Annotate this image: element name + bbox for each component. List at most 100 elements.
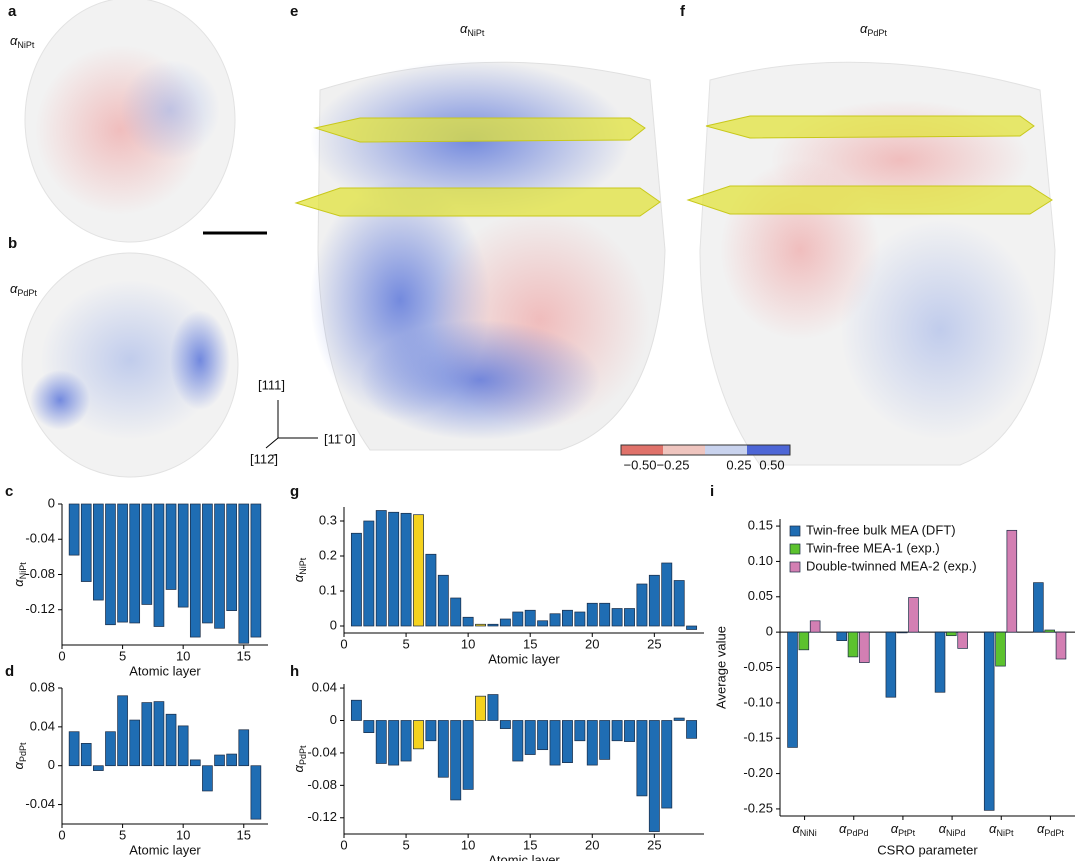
x-tick-label: 0 bbox=[340, 837, 347, 852]
bar bbox=[686, 625, 698, 630]
x-tick-label: 15 bbox=[523, 636, 537, 651]
bar bbox=[80, 503, 92, 582]
bar bbox=[375, 720, 387, 764]
legend-label: Twin-free bulk MEA (DFT) bbox=[806, 522, 956, 537]
x-tick-label: 10 bbox=[461, 636, 475, 651]
blob bbox=[360, 320, 600, 440]
bar bbox=[599, 602, 611, 627]
x-tick-label: 10 bbox=[461, 837, 475, 852]
subscript: NiPd bbox=[946, 828, 966, 838]
x-tick-label: αNiPt bbox=[989, 821, 1014, 838]
bar bbox=[177, 503, 189, 608]
x-tick-label: 10 bbox=[176, 827, 190, 842]
y-axis-label: αPdPt bbox=[291, 745, 308, 772]
x-tick-label: 15 bbox=[237, 827, 251, 842]
colorbar-tick-label: 0.25 bbox=[726, 457, 751, 472]
image-label: αNiPt bbox=[460, 21, 485, 38]
symbol: α bbox=[839, 821, 847, 836]
y-tick-label: -0.08 bbox=[307, 777, 337, 792]
subscript: PtPt bbox=[898, 828, 916, 838]
colorbar-segment bbox=[705, 445, 747, 455]
panel-letter: a bbox=[8, 3, 17, 20]
bar bbox=[177, 725, 189, 767]
y-tick-label: 0.10 bbox=[748, 553, 773, 568]
y-tick-label: 0.3 bbox=[319, 512, 337, 527]
symbol: α bbox=[460, 21, 468, 36]
bar bbox=[129, 719, 141, 767]
bar bbox=[908, 597, 919, 633]
bar bbox=[611, 720, 623, 742]
subscript: PdPt bbox=[298, 745, 308, 765]
blob bbox=[120, 60, 220, 160]
x-tick-label: 0 bbox=[58, 648, 65, 663]
bar bbox=[450, 720, 462, 801]
subscript: NiPt bbox=[467, 28, 485, 38]
bar bbox=[549, 720, 561, 766]
bar bbox=[524, 609, 536, 627]
bar bbox=[537, 620, 549, 627]
x-tick-label: 20 bbox=[585, 837, 599, 852]
bar bbox=[836, 631, 847, 641]
bar bbox=[68, 503, 80, 556]
panel-letter: i bbox=[710, 483, 714, 500]
x-tick-label: 25 bbox=[647, 837, 661, 852]
bar bbox=[636, 720, 648, 797]
y-tick-label: 0 bbox=[330, 712, 337, 727]
bar bbox=[798, 631, 810, 651]
subscript: PdPt bbox=[17, 288, 37, 298]
bar bbox=[202, 765, 213, 792]
x-tick-label: 5 bbox=[402, 636, 409, 651]
y-tick-label: -0.15 bbox=[743, 730, 773, 745]
bar bbox=[512, 720, 524, 762]
legend-swatch bbox=[789, 561, 801, 573]
bar bbox=[363, 720, 375, 733]
bar bbox=[896, 631, 908, 634]
y-tick-label: 0.04 bbox=[312, 679, 337, 694]
bar bbox=[1055, 631, 1067, 660]
bar bbox=[624, 720, 635, 742]
bar bbox=[611, 608, 623, 627]
bar bbox=[562, 609, 573, 627]
colorbar-segment bbox=[747, 445, 790, 455]
bar bbox=[214, 503, 225, 629]
bar bbox=[425, 720, 437, 742]
x-tick-label: αNiPd bbox=[939, 821, 966, 838]
bar bbox=[165, 503, 177, 590]
y-tick-label: -0.08 bbox=[25, 566, 55, 581]
bar bbox=[400, 512, 412, 627]
legend-label: Twin-free MEA-1 (exp.) bbox=[806, 540, 940, 555]
bar bbox=[661, 562, 673, 627]
bar bbox=[1006, 529, 1018, 633]
symbol: α bbox=[860, 21, 868, 36]
bar bbox=[475, 623, 486, 627]
y-tick-label: 0.04 bbox=[30, 718, 55, 733]
y-tick-label: -0.20 bbox=[743, 765, 773, 780]
x-axis-label: Atomic layer bbox=[129, 842, 201, 857]
colorbar-segment bbox=[663, 445, 705, 455]
panel-letter: d bbox=[5, 663, 14, 680]
y-tick-label: 0.15 bbox=[748, 518, 773, 533]
image-label: αNiPt bbox=[10, 33, 35, 50]
y-tick-label: -0.10 bbox=[743, 694, 773, 709]
y-tick-label: -0.04 bbox=[25, 796, 55, 811]
colorbar-tick-label: −0.50 bbox=[624, 457, 657, 472]
bar bbox=[425, 553, 437, 627]
panel-letter: g bbox=[290, 483, 299, 500]
blob bbox=[840, 220, 1040, 440]
panel-letter: e bbox=[290, 3, 298, 20]
subscript: NiPt bbox=[996, 828, 1014, 838]
x-axis-label: Atomic layer bbox=[488, 651, 560, 666]
bar bbox=[673, 717, 685, 721]
bar bbox=[673, 580, 685, 627]
bar bbox=[499, 720, 511, 729]
twin-plane bbox=[313, 117, 646, 143]
colorbar-segment bbox=[621, 445, 663, 455]
image-label: αPdPt bbox=[10, 281, 37, 298]
x-tick-label: αPdPt bbox=[1037, 821, 1064, 838]
direction-label: [11̄ 0] bbox=[324, 431, 356, 446]
bar bbox=[400, 720, 412, 762]
bar bbox=[117, 503, 128, 623]
bar bbox=[599, 720, 611, 760]
bar bbox=[363, 520, 375, 627]
y-tick-label: 0 bbox=[48, 495, 55, 510]
